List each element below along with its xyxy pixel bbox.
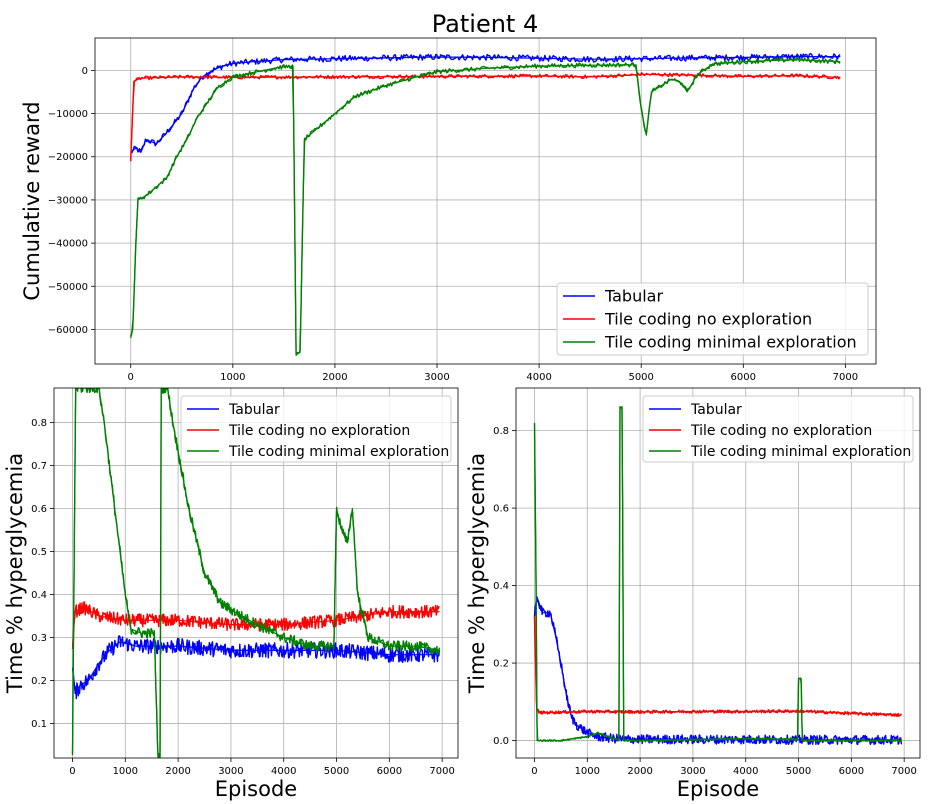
legend-box bbox=[642, 395, 914, 463]
x-tick-label: 3000 bbox=[680, 766, 705, 777]
series-trend bbox=[533, 596, 902, 741]
y-tick-label: −30000 bbox=[48, 195, 88, 206]
legend-label: Tile coding no exploration bbox=[604, 310, 812, 329]
y-tick-label: 0.2 bbox=[31, 676, 47, 687]
legend-label: Tile coding minimal exploration bbox=[604, 333, 857, 352]
y-tick-label: 0.5 bbox=[31, 547, 47, 558]
bottom-right-chart: 0 1000 2000 3000 4000 5000 6000 7000 0.0 0.2 0.4 0.… bbox=[465, 387, 921, 801]
series-line bbox=[130, 52, 841, 154]
y-tick-label: −10000 bbox=[48, 109, 88, 120]
chart-title: Patient 4 bbox=[432, 10, 538, 38]
plot-frame bbox=[94, 37, 877, 365]
legend-label: Tile coding no exploration bbox=[690, 423, 872, 439]
series-trend bbox=[533, 616, 902, 716]
y-tick-label: −50000 bbox=[48, 282, 88, 293]
plot-frame bbox=[53, 387, 459, 759]
y-tick-label: 0.8 bbox=[31, 418, 47, 429]
x-tick-label: 0 bbox=[69, 766, 75, 777]
y-tick-label: −40000 bbox=[48, 239, 88, 250]
y-tick-label: 0.7 bbox=[31, 461, 47, 472]
legend: Tabular Tile coding no exploration Tile co… bbox=[642, 395, 914, 463]
y-tick-label: −60000 bbox=[48, 325, 88, 336]
y-tick-label: 0.2 bbox=[493, 659, 509, 670]
legend: Tabular Tile coding no exploration Tile co… bbox=[556, 282, 869, 356]
series-trend bbox=[71, 641, 440, 695]
x-axis-label: Episode bbox=[215, 777, 297, 801]
x-tick-label: 2000 bbox=[627, 766, 652, 777]
x-tick-label: 4000 bbox=[271, 766, 296, 777]
x-tick-label: 5000 bbox=[786, 766, 811, 777]
series-line bbox=[533, 615, 902, 717]
x-tick-label: 6000 bbox=[377, 766, 402, 777]
series-trend bbox=[130, 73, 841, 162]
legend-label: Tile coding minimal exploration bbox=[690, 444, 911, 460]
y-tick-label: 0.8 bbox=[493, 426, 509, 437]
x-tick-label: 2000 bbox=[322, 372, 347, 383]
y-axis-label: Time % hyperglycemia bbox=[3, 453, 27, 694]
x-tick-label: 7000 bbox=[891, 766, 916, 777]
x-tick-label: 7000 bbox=[833, 372, 858, 383]
x-tick-label: 3000 bbox=[424, 372, 449, 383]
x-tick-label: 1000 bbox=[113, 766, 138, 777]
y-tick-label: 0.0 bbox=[493, 736, 509, 747]
legend: Tabular Tile coding no exploration Tile co… bbox=[180, 395, 452, 463]
legend-label: Tile coding no exploration bbox=[228, 423, 410, 439]
legend-box bbox=[180, 395, 452, 463]
x-tick-label: 0 bbox=[531, 766, 537, 777]
x-axis-label: Episode bbox=[677, 777, 759, 801]
plot-frame bbox=[515, 387, 921, 759]
y-tick-label: 0 bbox=[82, 66, 88, 77]
y-axis-label: Cumulative reward bbox=[20, 101, 44, 300]
y-tick-label: −20000 bbox=[48, 152, 88, 163]
series-trend bbox=[533, 406, 902, 742]
x-tick-label: 6000 bbox=[839, 766, 864, 777]
y-tick-label: 0.1 bbox=[31, 719, 47, 730]
x-tick-label: 5000 bbox=[324, 766, 349, 777]
legend-box bbox=[556, 282, 869, 356]
y-tick-label: 0.6 bbox=[31, 504, 47, 515]
legend-label: Tabular bbox=[228, 402, 280, 418]
y-tick-label: 0.6 bbox=[493, 504, 509, 515]
legend-label: Tabular bbox=[604, 287, 663, 306]
x-tick-label: 6000 bbox=[731, 372, 756, 383]
x-tick-label: 4000 bbox=[733, 766, 758, 777]
y-axis-label: Time % hyperglycemia bbox=[465, 453, 489, 694]
series-trend bbox=[71, 388, 440, 758]
legend-label: Tabular bbox=[690, 402, 742, 418]
x-tick-label: 7000 bbox=[429, 766, 454, 777]
x-tick-label: 5000 bbox=[628, 372, 653, 383]
series-trend bbox=[130, 59, 841, 356]
series-line bbox=[130, 72, 841, 162]
x-tick-label: 2000 bbox=[165, 766, 190, 777]
series-trend bbox=[71, 606, 440, 647]
x-tick-label: 4000 bbox=[526, 372, 551, 383]
x-tick-label: 1000 bbox=[575, 766, 600, 777]
legend-label: Tile coding minimal exploration bbox=[228, 444, 449, 460]
series-line bbox=[71, 388, 441, 758]
series-trend bbox=[130, 56, 841, 153]
y-tick-label: 0.3 bbox=[31, 633, 47, 644]
series-line bbox=[533, 596, 903, 746]
bottom-left-chart: 0 1000 2000 3000 4000 5000 6000 7000 0.1 0.2 0.3 0.… bbox=[3, 387, 459, 801]
x-tick-label: 1000 bbox=[220, 372, 245, 383]
y-tick-label: 0.4 bbox=[31, 590, 47, 601]
x-tick-label: 3000 bbox=[218, 766, 243, 777]
top-chart: 0 1000 2000 3000 4000 5000 6000 7000 0 −10000 −200… bbox=[20, 10, 877, 383]
x-tick-label: 0 bbox=[128, 372, 134, 383]
y-tick-label: 0.4 bbox=[493, 581, 509, 592]
